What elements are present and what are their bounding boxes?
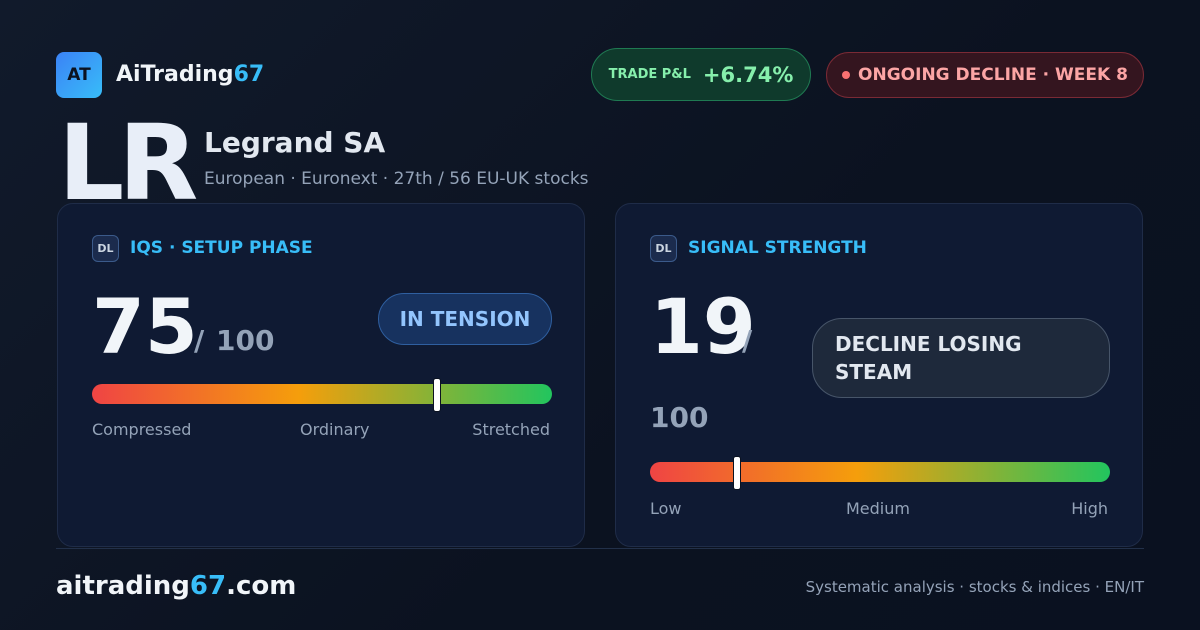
gauge-bar — [650, 462, 1110, 482]
card-title: IQS · SETUP PHASE — [130, 238, 313, 258]
brand: AiTrading67 — [116, 62, 264, 87]
tagline: Systematic analysis · stocks & indices ·… — [805, 578, 1144, 596]
brand-text: AiTrading — [116, 62, 234, 87]
score-max: 100 — [216, 324, 275, 357]
site-text: aitrading — [56, 571, 190, 601]
score: 75 — [92, 282, 198, 371]
pnl-badge: TRADE P&L +6.74% — [591, 48, 811, 101]
site: aitrading67.com — [56, 571, 296, 601]
logo: AT — [56, 52, 102, 98]
card-icon: DL — [650, 235, 677, 262]
stock-subtitle: European · Euronext · 27th / 56 EU-UK st… — [204, 169, 589, 189]
score: 19 — [650, 282, 756, 371]
separator: / — [194, 324, 205, 357]
pnl-label: TRADE P&L — [608, 67, 691, 82]
scale-label: Stretched — [472, 420, 550, 439]
site-tld: .com — [226, 571, 297, 601]
status-text: ONGOING DECLINE · WEEK 8 — [858, 65, 1128, 85]
brand-accent: 67 — [233, 62, 265, 87]
card-icon: DL — [92, 235, 119, 262]
status-badge: ONGOING DECLINE · WEEK 8 — [826, 52, 1144, 98]
scale-label: Low — [650, 499, 682, 518]
site-accent: 67 — [189, 571, 227, 601]
scale-label: Compressed — [92, 420, 192, 439]
separator: / — [742, 324, 753, 357]
divider — [56, 548, 1144, 549]
pnl-value: +6.74% — [702, 62, 794, 87]
badge: DECLINE LOSING STEAM — [812, 318, 1110, 398]
status-dot — [842, 71, 851, 79]
card-title: SIGNAL STRENGTH — [688, 238, 867, 258]
score-max: 100 — [650, 401, 709, 434]
stock-name: Legrand SA — [204, 126, 386, 159]
card: DL IQS · SETUP PHASE 75 / 100 IN TENSION… — [57, 203, 585, 547]
card: DL SIGNAL STRENGTH 19 / 100 DECLINE LOSI… — [615, 203, 1143, 547]
scale-label: Ordinary — [300, 420, 370, 439]
gauge-marker — [433, 378, 441, 412]
gauge-bar — [92, 384, 552, 404]
gauge-marker — [733, 456, 742, 490]
scale-label: High — [1071, 499, 1108, 518]
scale-label: Medium — [846, 499, 910, 518]
badge: IN TENSION — [378, 293, 552, 345]
